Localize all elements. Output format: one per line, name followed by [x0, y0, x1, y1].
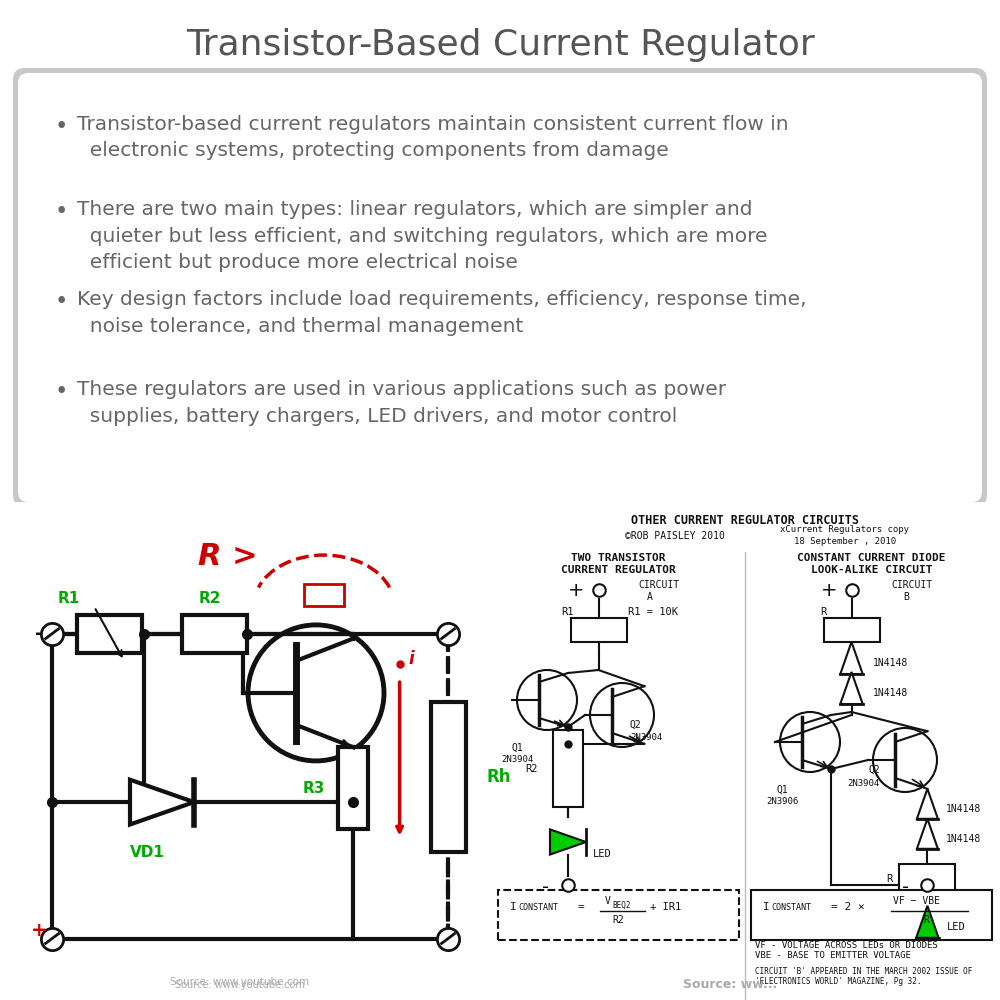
Text: Transistor-based current regulators maintain consistent current flow in
  electr: Transistor-based current regulators main…	[77, 115, 789, 160]
Bar	[0, 502, 490, 1000]
Text: CURRENT REGULATOR: CURRENT REGULATOR	[561, 565, 676, 575]
Text: +: +	[31, 921, 47, 940]
Text: R2: R2	[612, 915, 624, 925]
Text: These regulators are used in various applications such as power
  supplies, batt: These regulators are used in various app…	[77, 380, 726, 426]
Bar	[304, 584, 344, 606]
Text: +: +	[821, 580, 838, 599]
Text: •: •	[55, 380, 68, 403]
Bar	[824, 618, 880, 642]
Text: i: i	[409, 650, 414, 668]
Bar	[182, 615, 247, 653]
Text: CIRCUIT: CIRCUIT	[892, 580, 933, 590]
Text: 1N4148: 1N4148	[945, 804, 981, 814]
FancyBboxPatch shape	[751, 890, 992, 940]
Text: + IR1: + IR1	[650, 902, 681, 912]
Polygon shape	[917, 819, 938, 849]
Text: R2: R2	[199, 591, 221, 606]
Text: There are two main types: linear regulators, which are simpler and
  quieter but: There are two main types: linear regulat…	[77, 200, 768, 272]
Text: A: A	[646, 592, 652, 602]
Text: =: =	[578, 902, 585, 912]
Text: CONSTANT: CONSTANT	[518, 902, 558, 912]
Polygon shape	[130, 780, 194, 824]
Text: Source: www.youtube.com: Source: www.youtube.com	[175, 980, 305, 990]
Text: -: -	[902, 878, 909, 896]
Text: Transistor-Based Current Regulator: Transistor-Based Current Regulator	[186, 28, 814, 62]
Text: R >: R >	[198, 542, 258, 571]
FancyBboxPatch shape	[18, 73, 982, 502]
Text: 2N3906: 2N3906	[766, 798, 798, 806]
Text: VF − VBE: VF − VBE	[893, 896, 940, 906]
Text: OTHER CURRENT REGULATOR CIRCUITS: OTHER CURRENT REGULATOR CIRCUITS	[631, 514, 859, 526]
Text: LED: LED	[946, 922, 965, 932]
Text: 2N3904: 2N3904	[501, 756, 533, 764]
Text: •: •	[55, 290, 68, 313]
Text: Key design factors include load requirements, efficiency, response time,
  noise: Key design factors include load requirem…	[77, 290, 807, 336]
FancyBboxPatch shape	[13, 68, 987, 507]
Text: Rh: Rh	[486, 768, 511, 786]
Text: Q1: Q1	[511, 743, 523, 753]
Text: R3: R3	[302, 781, 325, 796]
Polygon shape	[840, 642, 863, 674]
Bar	[338, 747, 368, 829]
Text: Q2: Q2	[868, 765, 880, 775]
Text: V: V	[605, 896, 611, 906]
Text: 2N3904: 2N3904	[848, 778, 880, 788]
Polygon shape	[840, 672, 863, 704]
Text: CONSTANT CURRENT DIODE: CONSTANT CURRENT DIODE	[797, 553, 946, 563]
Text: TWO TRANSISTOR: TWO TRANSISTOR	[571, 553, 666, 563]
Text: R1: R1	[58, 591, 80, 606]
Text: CIRCUIT: CIRCUIT	[639, 580, 680, 590]
Text: R1: R1	[561, 607, 574, 617]
Text: R: R	[820, 607, 826, 617]
Text: LED: LED	[593, 849, 612, 859]
FancyBboxPatch shape	[498, 890, 739, 940]
Text: VBE - BASE TO EMITTER VOLTAGE: VBE - BASE TO EMITTER VOLTAGE	[755, 952, 911, 960]
Bar	[553, 730, 583, 807]
Text: 'ELECTRONICS WORLD' MAGAZINE, Pg 32.: 'ELECTRONICS WORLD' MAGAZINE, Pg 32.	[755, 978, 922, 986]
Text: •: •	[55, 115, 68, 138]
Polygon shape	[916, 906, 939, 938]
Bar	[77, 615, 142, 653]
Text: = 2 ×: = 2 ×	[831, 902, 865, 912]
Text: xCurrent Regulators copy: xCurrent Regulators copy	[780, 526, 910, 534]
Text: 1N4148: 1N4148	[945, 834, 981, 844]
Text: 18 September , 2010: 18 September , 2010	[794, 538, 896, 546]
Text: I: I	[510, 902, 517, 912]
Text: R2: R2	[526, 764, 538, 774]
Bar	[430, 702, 466, 852]
Text: R: R	[886, 874, 892, 884]
Text: 2N3904: 2N3904	[630, 734, 662, 742]
Text: R: R	[923, 915, 929, 925]
Text: CONSTANT: CONSTANT	[771, 902, 811, 912]
Polygon shape	[550, 829, 586, 855]
Text: •: •	[55, 200, 68, 223]
Text: +: +	[568, 580, 585, 599]
Text: VD1: VD1	[130, 845, 164, 860]
Text: 1N4148: 1N4148	[872, 658, 908, 668]
Text: 1N4148: 1N4148	[872, 688, 908, 698]
Text: Source: ww...: Source: ww...	[683, 978, 777, 992]
Text: -: -	[35, 624, 43, 643]
Text: Source: www.youtube.com: Source: www.youtube.com	[170, 977, 310, 987]
Bar	[899, 864, 955, 894]
Text: -: -	[542, 878, 550, 896]
Bar	[570, 618, 626, 642]
Polygon shape	[917, 789, 938, 819]
Text: VF - VOLTAGE ACROSS LEDs OR DIODES: VF - VOLTAGE ACROSS LEDs OR DIODES	[755, 940, 938, 950]
Text: R1 = 10K: R1 = 10K	[629, 607, 678, 617]
Bar	[490, 502, 1000, 1000]
Text: Q1: Q1	[776, 785, 788, 795]
Text: ©ROB PAISLEY 2010: ©ROB PAISLEY 2010	[625, 531, 725, 541]
Bar	[0, 502, 1000, 1000]
Text: CIRCUIT 'B' APPEARED IN THE MARCH 2002 ISSUE OF: CIRCUIT 'B' APPEARED IN THE MARCH 2002 I…	[755, 968, 972, 976]
Text: I: I	[763, 902, 770, 912]
Text: B: B	[904, 592, 909, 602]
Text: Q2: Q2	[630, 720, 642, 730]
Text: BEQ2: BEQ2	[612, 900, 631, 910]
Text: LOOK-ALIKE CIRCUIT: LOOK-ALIKE CIRCUIT	[811, 565, 932, 575]
